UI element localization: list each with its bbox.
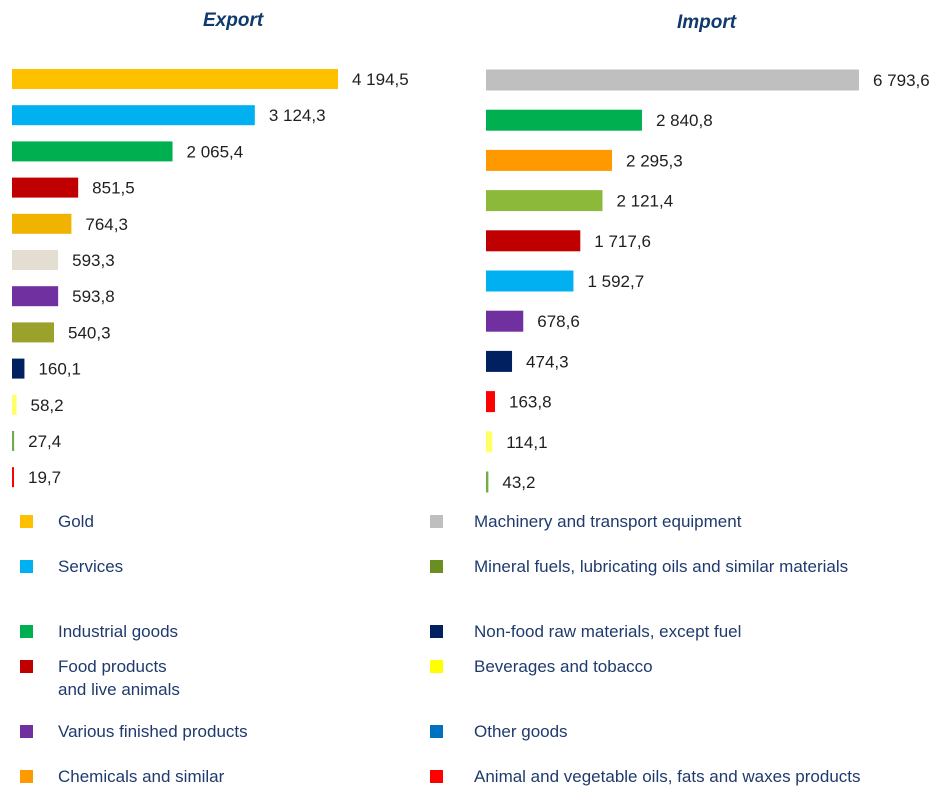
export-bar (12, 286, 59, 307)
import-bar-label: 163,8 (509, 393, 552, 412)
side-box-blue-line2: dol (912, 643, 930, 658)
import-bar (486, 471, 489, 493)
legend-swatch (430, 725, 443, 738)
export-bar (12, 358, 25, 379)
import-bar-label: 2 840,8 (656, 111, 713, 130)
import-title: Import (677, 12, 737, 33)
import-bar (486, 109, 642, 131)
legend-label: Various finished products (58, 722, 248, 741)
export-bar (12, 141, 173, 162)
export-bar-label: 2 065,4 (187, 142, 244, 161)
export-bar (12, 431, 15, 451)
legend-label: Gold (58, 512, 94, 531)
legend-swatch (20, 770, 33, 783)
legend-swatch (430, 770, 443, 783)
import-bar (486, 391, 495, 413)
side-box-blue-title: Eu (912, 611, 929, 626)
legend-swatch (430, 515, 443, 528)
legend-swatch (20, 560, 33, 573)
legend-label: Non-food raw materials, except fuel (474, 622, 742, 641)
export-bar (12, 467, 14, 488)
export-bar (12, 213, 72, 234)
export-bar (12, 177, 79, 198)
chart-canvas: 4 194,5 3 124,3 2 065,4 851,5 764,3 593,3 593,… (12, 69, 930, 493)
import-bar (486, 190, 603, 212)
legend-swatch (20, 515, 33, 528)
import-bar (486, 69, 859, 91)
legend-swatch (430, 660, 443, 673)
side-box-green-line2: dol (912, 702, 930, 717)
import-bar-label: 2 121,4 (616, 192, 673, 211)
legend-label: Industrial goods (58, 622, 179, 641)
import-bar (486, 310, 524, 332)
export-bar-label: 27,4 (28, 432, 61, 451)
legend-swatch (20, 660, 33, 673)
import-bar (486, 230, 581, 252)
legend-label: Services (58, 557, 124, 576)
legend-swatch (430, 625, 443, 638)
legend-swatch (430, 560, 443, 573)
import-bar (486, 350, 513, 372)
side-box-blue: Eu FTT dol (904, 605, 948, 661)
side-box-green-line1: FTT (912, 686, 936, 701)
export-bar-label: 540,3 (68, 323, 111, 342)
import-bar-label: 1 717,6 (594, 232, 651, 251)
import-bar-label: 114,1 (506, 433, 547, 452)
export-bar-label: 19,7 (28, 468, 61, 487)
export-bar-label: 4 194,5 (352, 70, 409, 89)
legend-label: Mineral fuels, lubricating oils and simi… (474, 557, 849, 576)
legend-label: Animal and vegetable oils, fats and waxe… (474, 767, 861, 786)
side-box-green-title: No (912, 670, 930, 685)
export-bar-label: 593,3 (72, 251, 115, 270)
import-bar-label: 678,6 (537, 312, 580, 331)
export-bar-label: 58,2 (31, 396, 64, 415)
side-box-green: No FTT dol (904, 664, 948, 720)
export-bar-label: 593,8 (72, 287, 115, 306)
import-bar-label: 6 793,6 (873, 71, 930, 90)
import-bar-label: 43,2 (502, 473, 535, 492)
export-bar (12, 394, 17, 415)
legend-label: Food products and live animals (58, 657, 180, 699)
legend-label: Chemicals and similar (58, 767, 225, 786)
export-bar-label: 3 124,3 (269, 106, 326, 125)
export-bar-label: 160,1 (38, 360, 81, 379)
export-bar (12, 250, 59, 270)
import-bar-label: 474,3 (526, 352, 569, 371)
export-bar (12, 69, 338, 89)
legend-label: Other goods (474, 722, 568, 741)
export-bar-label: 851,5 (92, 179, 135, 198)
import-bar (486, 149, 613, 171)
import-bar (486, 270, 574, 292)
export-bar (12, 105, 255, 126)
import-bar-label: 2 295,3 (626, 151, 683, 170)
export-title: Export (203, 10, 264, 31)
import-bar (486, 431, 493, 453)
legend-label: Machinery and transport equipment (474, 512, 742, 531)
export-bar (12, 322, 54, 343)
import-bar-label: 1 592,7 (587, 272, 644, 291)
legend-swatch (20, 725, 33, 738)
legend-label: Beverages and tobacco (474, 657, 653, 676)
side-box-blue-line1: FTT (912, 627, 936, 642)
export-bar-label: 764,3 (85, 215, 128, 234)
legend-swatch (20, 625, 33, 638)
